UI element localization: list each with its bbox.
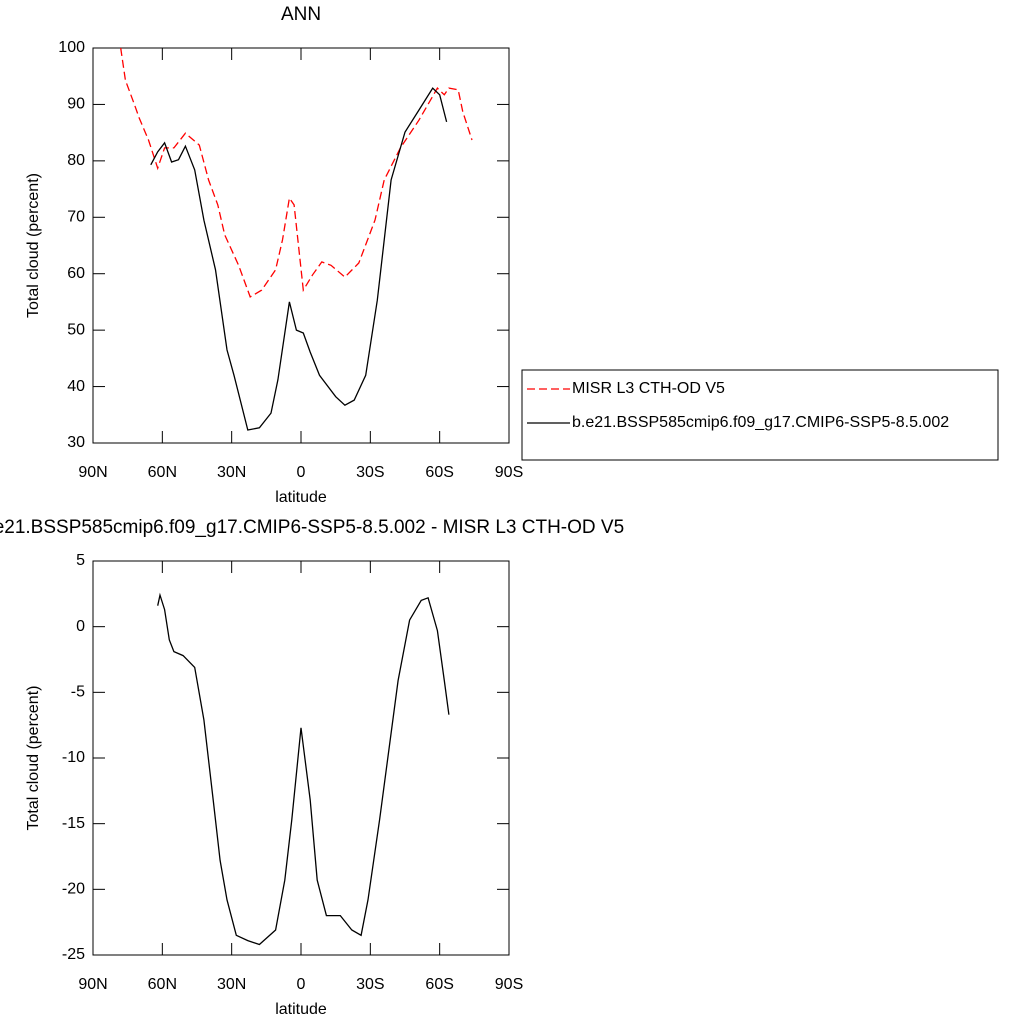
legend-box [521,369,999,461]
y-tick-label: 60 [67,265,85,282]
y-tick-label: 30 [67,434,85,451]
legend-label: b.e21.BSSP585cmip6.f09_g17.CMIP6-SSP5-8.… [572,414,949,431]
x-axis-label: latitude [275,489,327,506]
plot-frame [92,47,510,444]
y-axis-label: Total cloud (percent) [25,173,42,318]
plot-frame [92,560,510,956]
y-axis-label: Total cloud (percent) [25,686,42,831]
y-tick-label: 40 [67,378,85,395]
x-tick-label: 30S [356,976,384,993]
x-tick-label: 60N [148,464,177,481]
y-tick-label: 80 [67,152,85,169]
y-tick-label: -10 [62,749,85,766]
data-line [157,592,450,946]
x-tick-label: 0 [297,976,306,993]
y-tick-label: 70 [67,209,85,226]
y-tick-label: -15 [62,815,85,832]
x-tick-label: 0 [297,464,306,481]
data-line [120,47,473,298]
y-tick-label: 0 [76,618,85,635]
y-tick-label: 5 [76,552,85,569]
y-tick-label: -5 [71,684,85,701]
y-tick-label: -25 [62,946,85,963]
data-line [150,87,448,431]
x-axis-label: latitude [275,1001,327,1018]
y-tick-label: 100 [58,39,85,56]
x-tick-label: 30S [356,464,384,481]
x-tick-label: 90S [495,464,523,481]
x-tick-label: 60S [425,464,453,481]
chart-title: ANN [281,4,321,25]
x-tick-label: 60S [425,976,453,993]
legend-label: MISR L3 CTH-OD V5 [572,380,725,397]
x-tick-label: 60N [148,976,177,993]
x-tick-label: 90N [78,976,107,993]
chart-title: b.e21.BSSP585cmip6.f09_g17.CMIP6-SSP5-8.… [0,517,624,538]
y-tick-label: -20 [62,881,85,898]
x-tick-label: 30N [217,976,246,993]
y-tick-label: 90 [67,96,85,113]
x-tick-label: 30N [217,464,246,481]
x-tick-label: 90N [78,464,107,481]
y-tick-label: 50 [67,321,85,338]
x-tick-label: 90S [495,976,523,993]
